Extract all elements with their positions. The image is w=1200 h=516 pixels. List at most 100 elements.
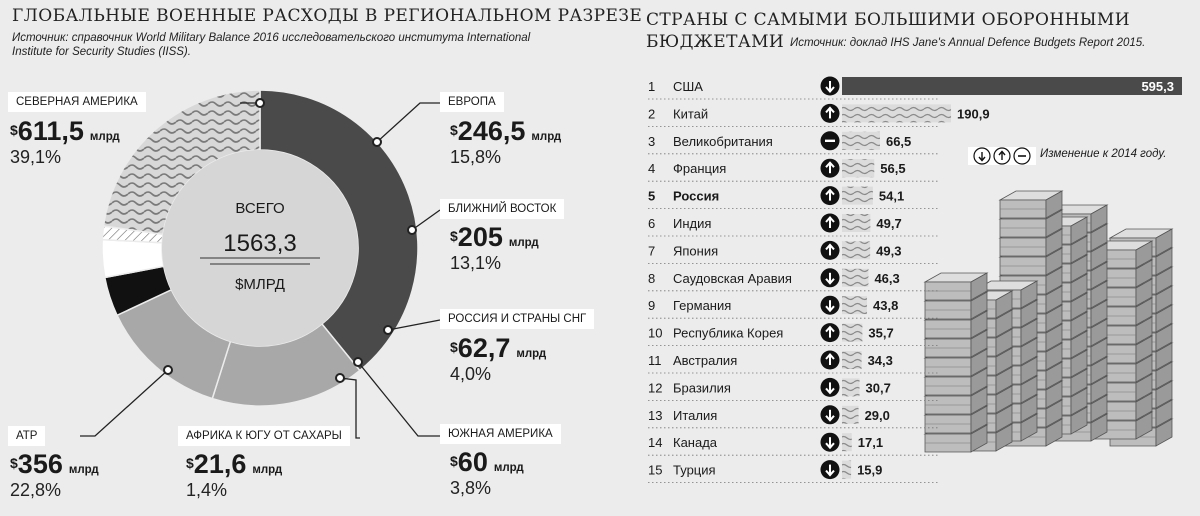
rank-number: 9 [648,298,655,313]
country-name: Италия [673,408,717,423]
up-arrow-icon [820,103,840,123]
rank-number: 14 [648,435,662,450]
value-middle-east: $205 млрд [450,222,539,253]
currency-sign: $ [450,339,458,355]
ranking-row: 10 Республика Корея 35,7 [648,323,940,347]
country-name: Великобритания [673,134,773,149]
budget-bar [842,131,880,150]
rank-number: 6 [648,216,655,231]
country-name: Франция [673,161,726,176]
up-arrow-icon [820,323,840,343]
budget-value-label: 46,3 [874,271,899,286]
donut-center-label: ВСЕГО [235,200,285,217]
ranking-row: 1 США 595,3 [648,76,1182,100]
country-name: Россия [673,189,719,204]
pct-apac: 22,8% [10,480,62,500]
budget-bar [842,351,862,369]
dot-apac [163,365,173,375]
pct-middle-east: 13,1% [450,253,502,273]
budget-value-label: 29,0 [865,408,890,423]
label-europe: ЕВРОПА [440,92,504,112]
value-number: 611,5 [17,116,84,146]
budget-bar [842,77,1182,95]
up-arrow-icon [820,213,840,233]
country-name: Япония [673,243,718,258]
label-russia-cis: РОССИЯ И СТРАНЫ СНГ [440,309,595,329]
value-unit: млрд [531,131,562,143]
value-africa: $21,6 млрд [186,449,282,480]
budget-value-label: 56,5 [880,161,905,176]
budget-value-label: 49,7 [876,216,901,231]
down-arrow-icon [820,268,840,288]
donut-center-unit: $МЛРД [235,276,285,293]
ranking-row: 6 Индия 49,7 [648,213,940,237]
legend-down-icon [973,147,991,165]
ranking-title-line1: СТРАНЫ С САМЫМИ БОЛЬШИМИ ОБОРОННЫМИ [646,10,1130,30]
leader-apac [80,369,169,437]
budget-bar [842,433,852,452]
leader-middle-east [411,209,441,231]
donut-source-line1: Источник: справочник World Military Bala… [12,32,531,44]
pct-africa: 1,4% [186,480,228,500]
country-name: США [673,79,703,94]
down-arrow-icon [820,76,840,96]
leader-russia [387,319,441,331]
country-name: Саудовская Аравия [673,271,792,286]
rank-number: 7 [648,243,655,258]
budget-value-label: 17,1 [858,435,883,450]
currency-sign: $ [450,453,458,469]
budget-value-label: 190,9 [957,106,990,121]
value-russia-cis: $62,7 млрд [450,333,546,364]
rank-number: 8 [648,271,655,286]
value-unit: млрд [516,348,547,360]
change-legend [968,147,1036,165]
currency-sign: $ [450,228,458,244]
down-arrow-icon [820,432,840,452]
value-unit: млрд [68,464,99,476]
budget-bar [842,186,873,205]
donut-hole [162,150,358,346]
budget-bar [842,460,852,479]
rank-number: 11 [648,353,662,368]
country-name: Канада [673,435,718,450]
country-name: Китай [673,106,708,121]
rank-number: 12 [648,380,662,395]
up-arrow-icon [820,158,840,178]
ranking-row: 4 Франция 56,5 [648,158,940,182]
pct-north-america: 39,1% [10,147,62,167]
value-number: 21,6 [193,449,247,479]
label-africa: АФРИКА К ЮГУ ОТ САХАРЫ [178,426,350,446]
value-number: 246,5 [457,116,526,146]
value-europe: $246,5 млрд [450,116,561,147]
value-unit: млрд [508,237,539,249]
down-arrow-icon [820,377,840,397]
value-unit: млрд [493,462,524,474]
ranking-row: 13 Италия 29,0 [648,405,940,429]
leader-africa [339,377,360,439]
country-name: Турция [673,463,716,478]
ranking-source: Источник: доклад IHS Jane's Annual Defen… [790,37,1146,49]
dot-north-america [255,98,265,108]
value-number: 205 [457,222,503,252]
value-north-america: $611,5 млрд [10,116,120,147]
value-unit: млрд [252,464,283,476]
rank-number: 15 [648,463,662,478]
rank-number: 5 [648,189,655,204]
ranking-row: 11 Австралия 34,3 [648,350,940,374]
rank-number: 13 [648,408,662,423]
label-middle-east: БЛИЖНИЙ ВОСТОК [440,199,565,219]
budget-value-label: 595,3 [1141,79,1174,94]
budget-value-label: 54,1 [879,189,904,204]
budget-value-label: 30,7 [866,380,891,395]
label-south-america: ЮЖНАЯ АМЕРИКА [440,424,561,444]
rank-number: 4 [648,161,655,176]
rank-number: 1 [648,79,655,94]
label-north-america: СЕВЕРНАЯ АМЕРИКА [8,92,146,112]
country-name: Республика Корея [673,326,783,341]
pct-europe: 15,8% [450,147,502,167]
ranking-row: 8 Саудовская Аравия 46,3 [648,268,940,292]
leader-south-america [357,361,440,437]
leader-europe [376,102,440,143]
country-name: Индия [673,216,711,231]
legend-same-icon [1013,147,1031,165]
